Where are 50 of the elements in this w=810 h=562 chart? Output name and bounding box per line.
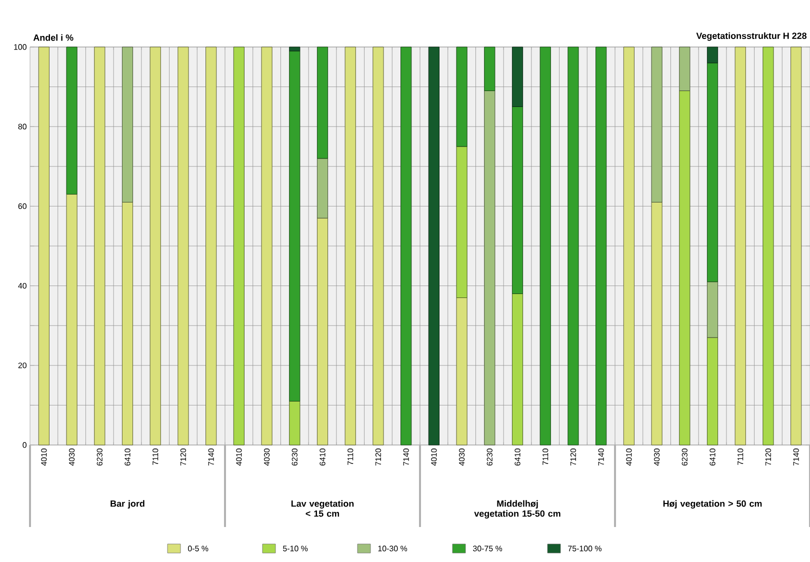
bar — [762, 46, 774, 446]
text: Lav vegetation < 15 cm — [291, 500, 354, 517]
bar — [706, 337, 718, 446]
bar — [734, 46, 746, 446]
text: Middelhøj vegetation 15-50 cm — [474, 500, 560, 519]
bar — [651, 202, 662, 446]
bar — [706, 282, 718, 338]
bar — [512, 46, 524, 107]
bar — [316, 218, 328, 446]
bar — [66, 194, 78, 446]
bar — [66, 46, 78, 195]
bar — [679, 90, 690, 446]
bar — [512, 294, 524, 446]
bar — [706, 62, 718, 282]
bar — [38, 46, 50, 446]
bar — [316, 46, 328, 159]
bar — [289, 400, 300, 446]
bar — [372, 46, 384, 446]
bar — [261, 46, 272, 446]
chart-title: Vegetationsstruktur H 228 — [696, 32, 807, 41]
bar — [456, 297, 468, 446]
text: Bar jord — [110, 500, 144, 509]
bar — [596, 46, 607, 446]
bar — [568, 46, 579, 446]
bar — [790, 46, 802, 446]
bar — [428, 46, 440, 446]
bar — [706, 46, 718, 64]
text: Høj vegetation > 50 cm — [663, 500, 762, 509]
y-axis-title: Andel i % — [33, 34, 74, 41]
bar — [150, 46, 161, 446]
bar — [233, 46, 244, 446]
bar — [289, 46, 300, 52]
bar — [456, 146, 468, 298]
bar — [456, 46, 468, 147]
bar — [122, 46, 134, 202]
bar — [623, 46, 634, 446]
bar — [206, 46, 217, 446]
bar — [178, 46, 189, 446]
bar — [122, 202, 134, 446]
bar — [679, 46, 690, 92]
bar — [484, 90, 496, 446]
bar — [400, 46, 412, 446]
bar — [512, 106, 524, 294]
bar — [484, 46, 496, 92]
bar — [289, 50, 300, 402]
bar — [651, 46, 662, 202]
bar — [540, 46, 551, 446]
bar — [94, 46, 106, 446]
bar — [344, 46, 356, 446]
bar — [316, 158, 328, 218]
